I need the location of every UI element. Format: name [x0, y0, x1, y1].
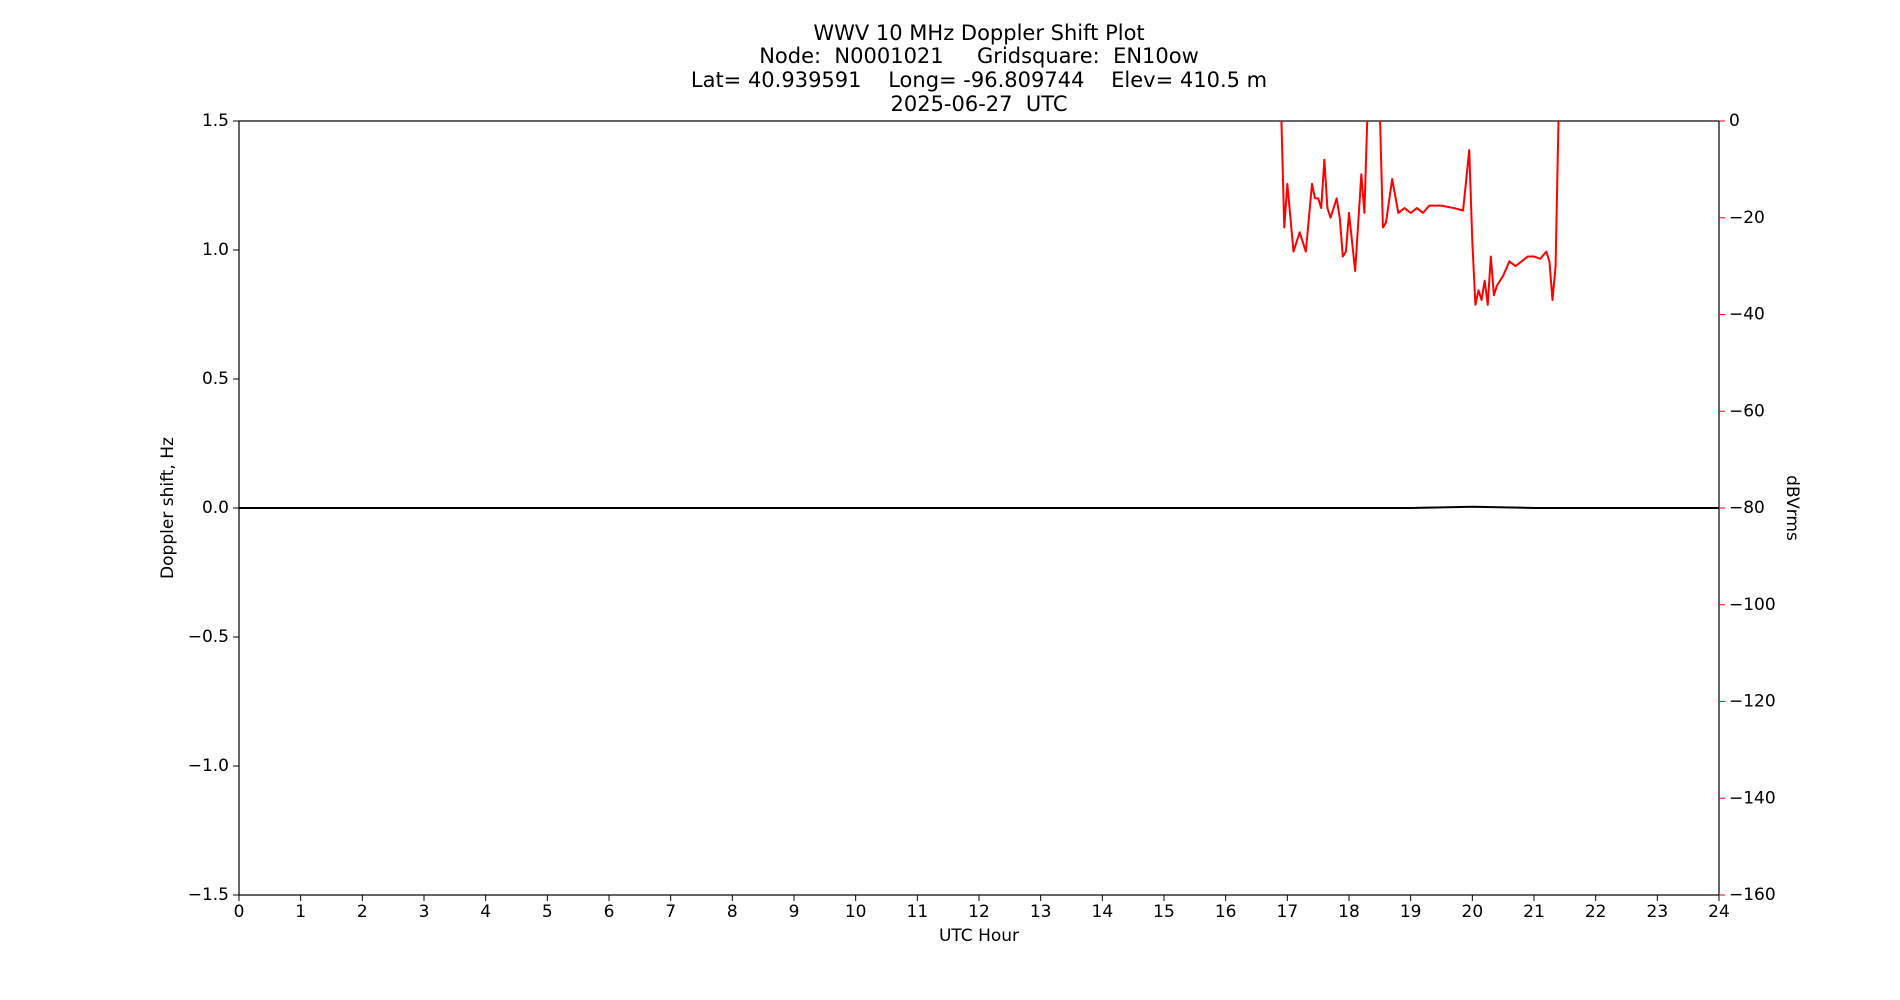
x-tick-label: 23 [1647, 902, 1669, 922]
y2-tick-label: −140 [1729, 788, 1776, 808]
x-tick-label: 16 [1215, 902, 1237, 922]
x-tick-label: 1 [295, 902, 306, 922]
y-tick-label: −0.5 [188, 627, 229, 647]
x-tick-label: 2 [357, 902, 368, 922]
x-tick-label: 6 [604, 902, 615, 922]
y-tick-label: 1.0 [202, 240, 229, 260]
y-axis-label: Doppler shift, Hz [158, 437, 178, 579]
y2-tick-label: −100 [1729, 595, 1776, 615]
x-tick-label: 3 [419, 902, 430, 922]
y2-tick-label: −40 [1729, 305, 1765, 325]
y2-tick-label: −60 [1729, 401, 1765, 421]
x-tick-label: 14 [1092, 902, 1114, 922]
x-tick-label: 19 [1400, 902, 1422, 922]
data-line [239, 505, 1719, 509]
y2-tick-label: −120 [1729, 692, 1776, 712]
y-tick-label: 1.5 [202, 111, 229, 131]
y2-tick-label: −20 [1729, 208, 1765, 228]
x-tick-label: 7 [665, 902, 676, 922]
y2-axis-label: dBVrms [1782, 475, 1802, 541]
chart-subtitle: Node: N0001021 Gridsquare: EN10ow [759, 44, 1199, 68]
x-tick-label: 0 [234, 902, 245, 922]
x-tick-label: 5 [542, 902, 553, 922]
x-tick-label: 8 [727, 902, 738, 922]
x-tick-label: 21 [1523, 902, 1545, 922]
y-tick-label: 0.5 [202, 369, 229, 389]
x-tick-label: 24 [1708, 902, 1730, 922]
chart-subtitle: 2025-06-27 UTC [890, 92, 1067, 116]
plot-area [239, 121, 1719, 509]
x-tick-label: 12 [968, 902, 990, 922]
y2-tick-label: −80 [1729, 498, 1765, 518]
y2-tick-label: 0 [1729, 111, 1740, 131]
x-tick-label: 15 [1153, 902, 1175, 922]
x-tick-label: 22 [1585, 902, 1607, 922]
data-line [1280, 121, 1560, 306]
x-tick-label: 10 [845, 902, 867, 922]
x-tick-label: 9 [789, 902, 800, 922]
x-tick-label: 13 [1030, 902, 1052, 922]
x-tick-label: 18 [1338, 902, 1360, 922]
y2-tick-label: −160 [1729, 885, 1776, 905]
x-tick-label: 4 [480, 902, 491, 922]
x-tick-label: 17 [1277, 902, 1299, 922]
y-tick-label: −1.0 [188, 756, 229, 776]
x-tick-label: 11 [907, 902, 929, 922]
chart-title: WWV 10 MHz Doppler Shift Plot [813, 21, 1144, 45]
chart-subtitle: Lat= 40.939591 Long= -96.809744 Elev= 41… [691, 68, 1267, 92]
x-tick-label: 20 [1462, 902, 1484, 922]
y-tick-label: −1.5 [188, 885, 229, 905]
x-axis-label: UTC Hour [939, 926, 1019, 946]
y-tick-label: 0.0 [202, 498, 229, 518]
